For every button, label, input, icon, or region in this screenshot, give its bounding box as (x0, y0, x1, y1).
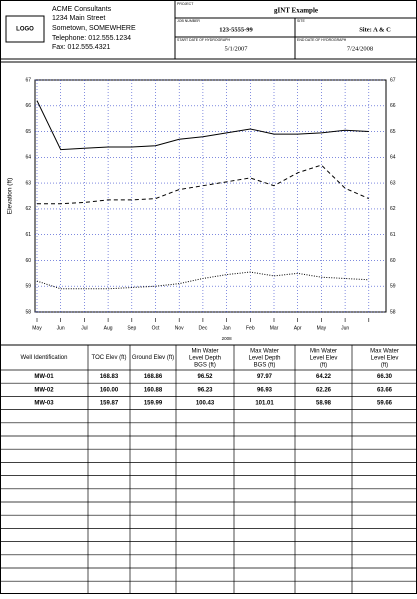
y-tick-label: 62 (25, 206, 31, 212)
table-cell: 160.00 (100, 387, 119, 393)
table-cell: 64.22 (316, 374, 332, 380)
x-tick-label: Feb (246, 325, 255, 331)
y-tick-label: 66 (25, 103, 31, 109)
table-cell: MW-02 (34, 387, 54, 393)
y-axis-label: Elevation (ft) (7, 178, 14, 215)
field-label: PROJECT (177, 2, 194, 6)
y-tick-label: 66 (390, 103, 396, 109)
x-tick-label: Jul (81, 325, 87, 331)
table-cell: 160.88 (144, 387, 163, 393)
column-header: Max Water Level Depth BGS (ft) (248, 348, 280, 368)
y-tick-label: 61 (390, 232, 396, 238)
company-line: 1234 Main Street (52, 15, 105, 22)
table-cell: 62.26 (316, 387, 332, 393)
field-label: START DATE OF HYDROGRAPH (177, 38, 230, 42)
y-tick-label: 64 (390, 155, 396, 161)
column-header: Max Water Level Elev (ft) (370, 348, 399, 368)
x-tick-label: Mar (270, 325, 279, 331)
column-header: TOC Elev (ft) (92, 355, 127, 361)
table-cell: 96.23 (197, 387, 213, 393)
y-tick-label: 60 (25, 258, 31, 264)
table-cell: 168.86 (144, 374, 163, 380)
field-label: JOB NUMBER (177, 19, 200, 23)
x-tick-label: Apr (294, 325, 302, 331)
y-tick-label: 59 (25, 284, 31, 290)
series-line (36, 100, 369, 151)
x-tick-label: Jan (223, 325, 231, 331)
table-cell: 96.93 (257, 387, 273, 393)
table-cell: 168.83 (100, 374, 119, 380)
table-cell: 66.30 (377, 374, 393, 380)
series-line (37, 164, 369, 205)
x-tick-label: Jun (57, 325, 65, 331)
y-tick-label: 63 (25, 180, 31, 186)
table-cell: 159.87 (100, 401, 119, 407)
field-label: SITE (297, 19, 305, 23)
table-cell: 96.52 (197, 374, 213, 380)
company-line: Telephone: 012.555.1234 (52, 35, 131, 42)
plot-area (34, 79, 387, 313)
table-cell: 63.66 (377, 387, 393, 393)
column-header: Min Water Level Depth BGS (ft) (189, 348, 221, 368)
logo-box (5, 15, 45, 43)
table-cell: 59.66 (377, 401, 393, 407)
company-line: ACME Consultants (52, 6, 112, 13)
column-header: Ground Elev (ft) (132, 355, 174, 361)
table-cell: 97.97 (257, 374, 273, 380)
table-cell: MW-03 (34, 401, 54, 407)
x-tick-label: Dec (198, 325, 207, 331)
x-tick-label: Sep (127, 325, 136, 331)
y-tick-label: 61 (25, 232, 31, 238)
logo: LOGO (16, 27, 34, 33)
table-cell: 101.01 (255, 401, 274, 407)
x-tick-label: May (317, 325, 327, 331)
x-tick-label: Oct (152, 325, 160, 331)
company-line: Fax: 012.555.4321 (52, 44, 110, 51)
site: Site: A & C (359, 26, 391, 33)
column-header: Well Identification (21, 355, 68, 361)
table-cell: 58.98 (316, 401, 332, 407)
y-tick-label: 65 (390, 129, 396, 135)
field-label: END DATE OF HYDROGRAPH (297, 38, 347, 42)
year-label: 2008 (222, 336, 233, 341)
end-date: 7/24/2008 (347, 45, 373, 52)
series-line (36, 271, 369, 290)
y-tick-label: 58 (25, 309, 31, 315)
column-header: Min Water Level Elev (ft) (310, 348, 338, 368)
y-tick-label: 65 (25, 129, 31, 135)
x-tick-label: Nov (175, 325, 184, 331)
y-tick-label: 63 (390, 180, 396, 186)
start-date: 5/1/2007 (224, 45, 248, 52)
table-cell: MW-01 (34, 374, 54, 380)
job-number: 123-5555-99 (219, 26, 253, 33)
y-tick-label: 64 (25, 155, 31, 161)
y-tick-label: 67 (390, 77, 396, 83)
table-cell: 159.99 (144, 401, 163, 407)
table-cell: 100.43 (196, 401, 215, 407)
x-tick-label: Aug (104, 325, 113, 331)
project: gINT Example (274, 7, 318, 15)
company-line: Sometown, SOMEWHERE (52, 25, 136, 32)
y-tick-label: 59 (390, 284, 396, 290)
y-tick-label: 67 (25, 77, 31, 83)
y-tick-label: 58 (390, 309, 396, 315)
x-tick-label: May (32, 325, 42, 331)
y-tick-label: 60 (390, 258, 396, 264)
x-tick-label: Jun (341, 325, 349, 331)
y-tick-label: 62 (390, 206, 396, 212)
